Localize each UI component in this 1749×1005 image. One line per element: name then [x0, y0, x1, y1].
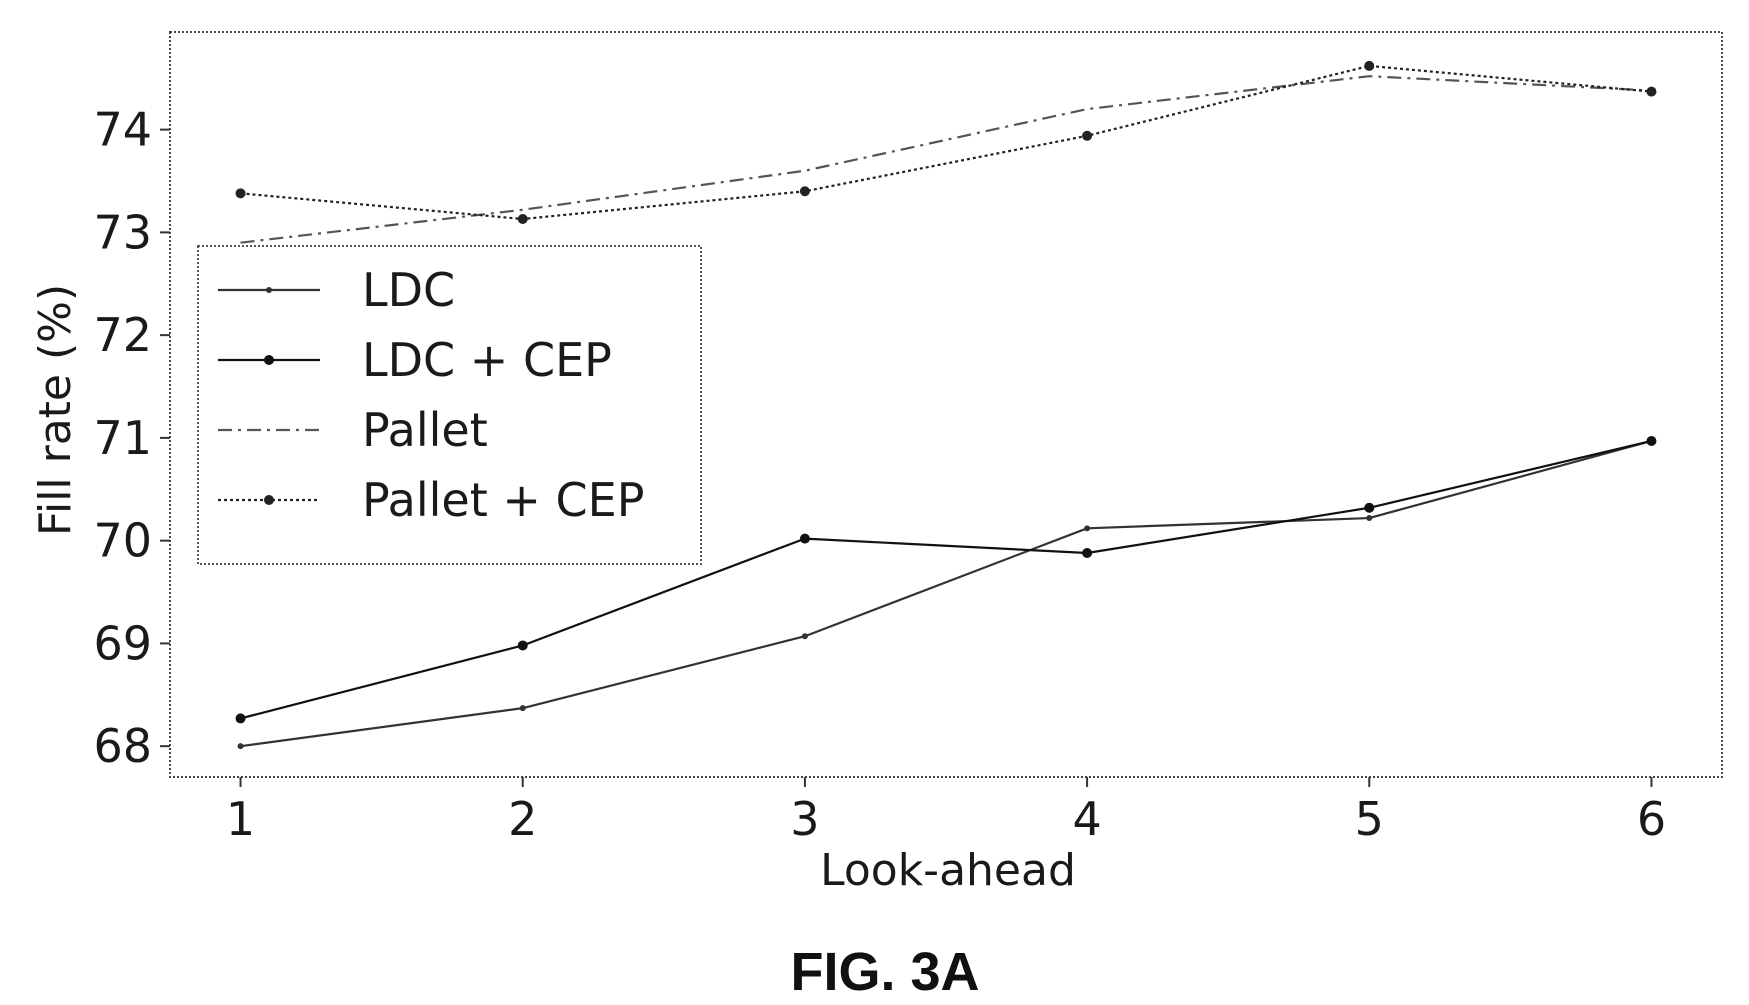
series-0-point [237, 743, 244, 750]
series-0-point [801, 633, 808, 640]
x-tick-label: 1 [226, 792, 255, 846]
y-tick-label: 71 [93, 411, 152, 465]
y-tick-label: 72 [93, 308, 152, 362]
series-3-point [517, 214, 528, 225]
y-axis-label: Fill rate (%) [30, 284, 81, 536]
series-line-1 [240, 439, 1652, 720]
series-3-point [799, 186, 810, 197]
series-1-point [1646, 435, 1657, 446]
series-3-point [1364, 60, 1375, 71]
legend-label: LDC + CEP [362, 333, 612, 387]
x-axis-ticks: 1 2 3 4 5 6 [226, 777, 1666, 846]
legend-items: LDC LDC + CEP Pallet Pallet + CEP [218, 263, 644, 527]
x-tick-label: 6 [1637, 792, 1666, 846]
series-1-point [517, 640, 528, 651]
y-tick-label: 70 [93, 514, 152, 568]
series-layer [235, 60, 1657, 750]
x-tick-label: 4 [1072, 792, 1101, 846]
legend-label: Pallet [362, 403, 488, 457]
legend-label: LDC [362, 263, 455, 317]
series-1-point [1082, 547, 1093, 558]
series-0-point [1366, 515, 1373, 522]
legend: LDC LDC + CEP Pallet Pallet + CEP [197, 245, 702, 565]
plot-frame [169, 31, 1723, 778]
y-tick-label: 69 [93, 616, 152, 670]
series-line-0 [240, 439, 1652, 748]
series-line-2 [240, 75, 1652, 244]
figure-caption: FIG. 3A [790, 942, 979, 1002]
series-1-point [799, 533, 810, 544]
y-tick-label: 73 [93, 205, 152, 259]
series-1-point [235, 713, 246, 724]
legend-swatch-marker [264, 355, 274, 365]
series-1-point [1364, 502, 1375, 513]
legend-swatch-marker [266, 287, 272, 293]
x-axis-label: Look-ahead [820, 845, 1076, 896]
series-3-point [235, 188, 246, 199]
legend-frame [197, 245, 702, 565]
series-0-point [1084, 525, 1091, 532]
y-tick-label: 74 [93, 103, 152, 157]
series-0-point [519, 705, 526, 712]
y-axis-ticks: 68 69 70 71 72 73 74 [93, 103, 170, 773]
x-tick-label: 3 [790, 792, 819, 846]
legend-swatch-marker [264, 495, 274, 505]
series-line-3 [240, 64, 1652, 221]
x-tick-label: 2 [508, 792, 537, 846]
series-3-point [1082, 130, 1093, 141]
y-tick-label: 68 [93, 719, 152, 773]
legend-label: Pallet + CEP [362, 473, 644, 527]
x-tick-label: 5 [1355, 792, 1384, 846]
series-3-point [1646, 86, 1657, 97]
